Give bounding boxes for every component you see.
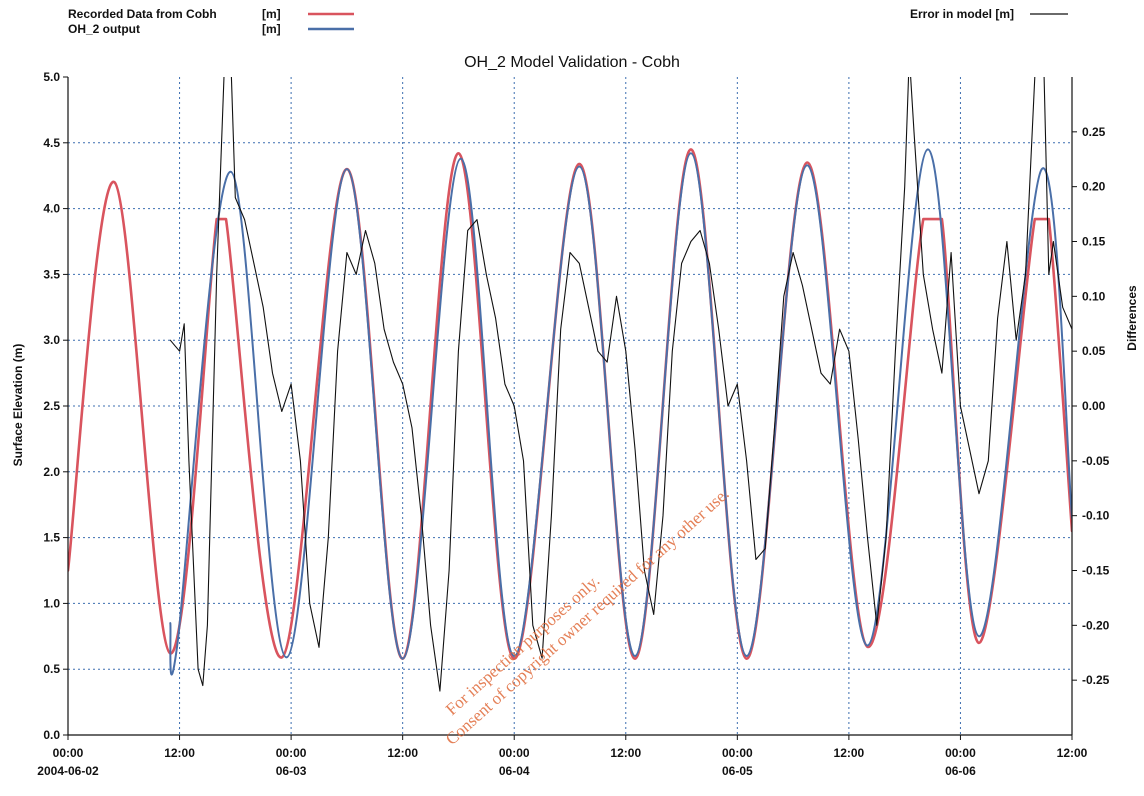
series-error-line [169,77,1072,692]
legend-label-recorded: Recorded Data from Cobh [68,7,217,21]
y2-tick-label: 0.05 [1082,344,1106,358]
x-tick-label-time: 12:00 [164,746,195,760]
x-tick-label-date: 06-04 [499,764,530,778]
watermark: For inspection purposes only. Consent of… [442,484,733,749]
y2-tick-label: 0.20 [1082,180,1106,194]
y-tick-label: 3.5 [43,267,60,281]
y-tick-label: 1.5 [43,531,60,545]
series-recorded-line [68,148,1072,661]
legend-label-model: OH_2 output [68,22,140,36]
chart-title: OH_2 Model Validation - Cobh [464,54,680,71]
y-axis-title: Surface Elevation (m) [11,344,25,467]
plot-area [68,77,1072,692]
x-tick-label-time: 00:00 [945,746,976,760]
y2-tick-label: -0.10 [1082,509,1110,523]
series-model-line [169,148,1072,676]
y-tick-label: 2.5 [43,399,60,413]
y2-tick-label: 0.25 [1082,125,1106,139]
y2-tick-label: -0.25 [1082,673,1110,687]
watermark-line-2: Consent of copyright owner required for … [442,484,733,749]
y-tick-label: 4.0 [43,202,60,216]
x-tick-label-time: 00:00 [276,746,307,760]
legend-unit-recorded: [m] [262,7,281,21]
y-tick-label: 4.5 [43,136,60,150]
x-tick-label-time: 12:00 [1057,746,1088,760]
legend-right: Error in model [m] [910,7,1068,21]
legend-label-error: Error in model [m] [910,7,1014,21]
y-tick-label: 0.5 [43,662,60,676]
y-tick-label: 1.0 [43,596,60,610]
x-tick-label-time: 12:00 [834,746,865,760]
y2-tick-label: -0.20 [1082,618,1110,632]
x-tick-label-date: 06-06 [945,764,976,778]
y-tick-label: 5.0 [43,70,60,84]
y2-tick-label: 0.10 [1082,289,1106,303]
y2-tick-label: 0.00 [1082,399,1106,413]
y2-tick-label: -0.05 [1082,454,1110,468]
legend-left: Recorded Data from Cobh [m] OH_2 output … [68,7,354,36]
y-tick-label: 3.0 [43,333,60,347]
x-tick-label-time: 00:00 [499,746,530,760]
y2-tick-label: -0.15 [1082,564,1110,578]
y2-tick-label: 0.15 [1082,235,1106,249]
y2-axis-title: Differences [1125,285,1139,351]
x-tick-label-time: 12:00 [387,746,418,760]
y-tick-label: 2.0 [43,465,60,479]
y-tick-label: 0.0 [43,728,60,742]
x-tick-label-date: 06-03 [276,764,307,778]
x-tick-label-date: 06-05 [722,764,753,778]
x-tick-label-time: 00:00 [53,746,84,760]
x-tick-label-time: 00:00 [722,746,753,760]
axes: 0.0 0.5 1.0 1.5 2.0 2.5 3.0 3.5 4.0 4.5 5.0 -0.25 -0… [37,70,1109,778]
x-tick-label-date: 2004-06-02 [37,764,99,778]
legend-unit-model: [m] [262,22,281,36]
watermark-line-1: For inspection purposes only. [442,571,603,719]
x-tick-label-time: 12:00 [610,746,641,760]
